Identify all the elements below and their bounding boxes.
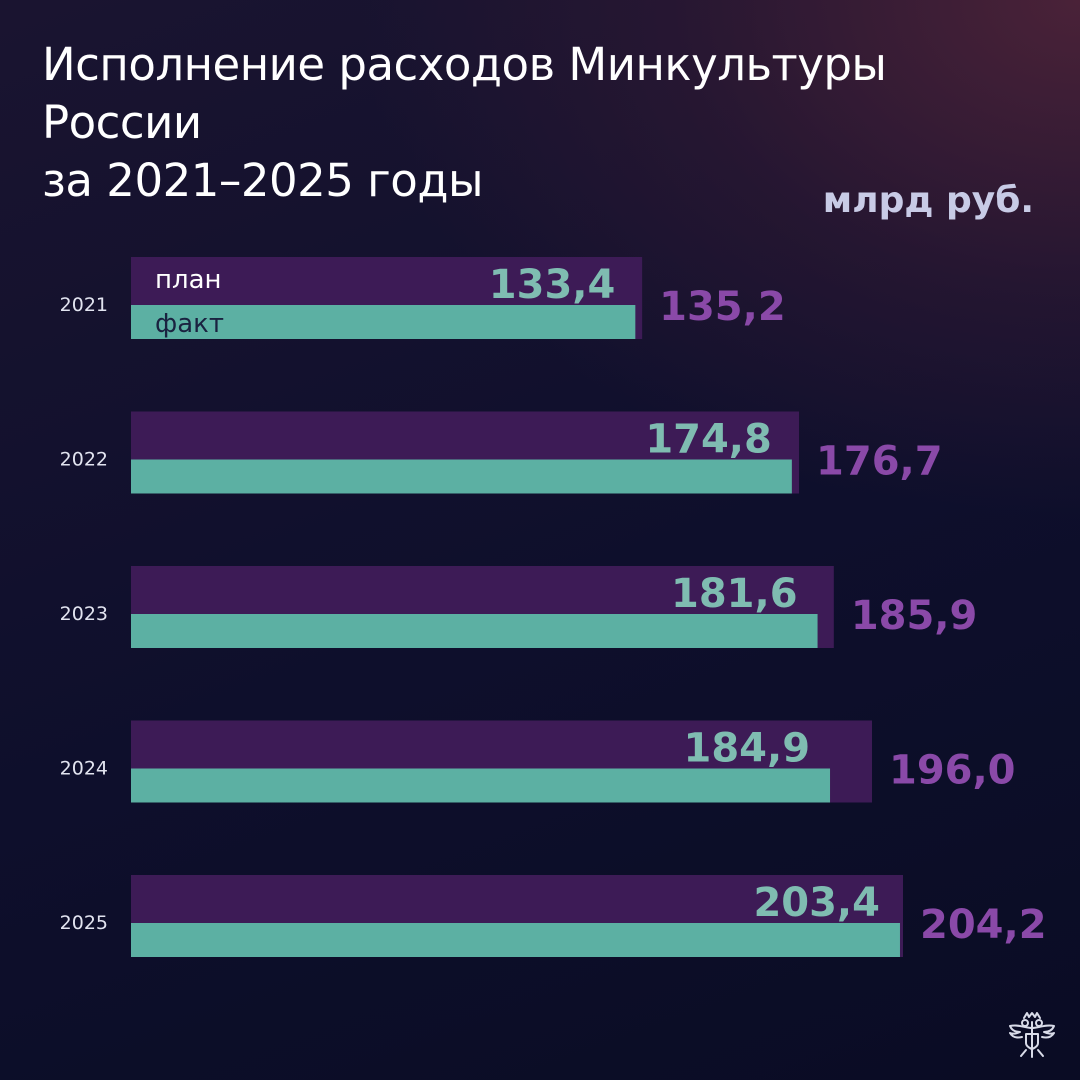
legend-plan-label: план — [155, 265, 222, 295]
legend-fact-label: факт — [155, 309, 224, 339]
fact-value-label: 181,6 — [671, 571, 798, 617]
year-label: 2023 — [60, 603, 108, 625]
plan-value-label: 135,2 — [659, 284, 786, 330]
fact-bar — [131, 768, 831, 803]
fact-bar — [131, 614, 818, 648]
year-label: 2024 — [60, 758, 108, 780]
plan-value-label: 196,0 — [889, 748, 1016, 794]
plan-value-label: 204,2 — [920, 902, 1047, 948]
fact-value-label: 174,8 — [645, 417, 772, 463]
year-label: 2022 — [60, 449, 108, 471]
chart-title-line-1: Исполнение расходов Минкультуры России — [42, 38, 887, 149]
chart-title-line-2: за 2021–2025 годы — [42, 154, 483, 207]
fact-value-label: 184,9 — [684, 726, 811, 772]
plan-value-label: 185,9 — [851, 593, 978, 639]
chart-title: Исполнение расходов Минкультуры России з… — [42, 36, 1042, 210]
year-label: 2025 — [60, 912, 108, 934]
fact-value-label: 203,4 — [753, 880, 880, 926]
unit-label: млрд руб. — [822, 180, 1034, 221]
fact-bar — [131, 459, 792, 494]
plan-value-label: 176,7 — [816, 439, 943, 485]
double-headed-eagle-icon — [1009, 1012, 1055, 1058]
year-label: 2021 — [60, 294, 108, 316]
fact-bar — [131, 305, 636, 339]
fact-value-label: 133,4 — [489, 262, 616, 308]
fact-bar — [131, 923, 900, 957]
